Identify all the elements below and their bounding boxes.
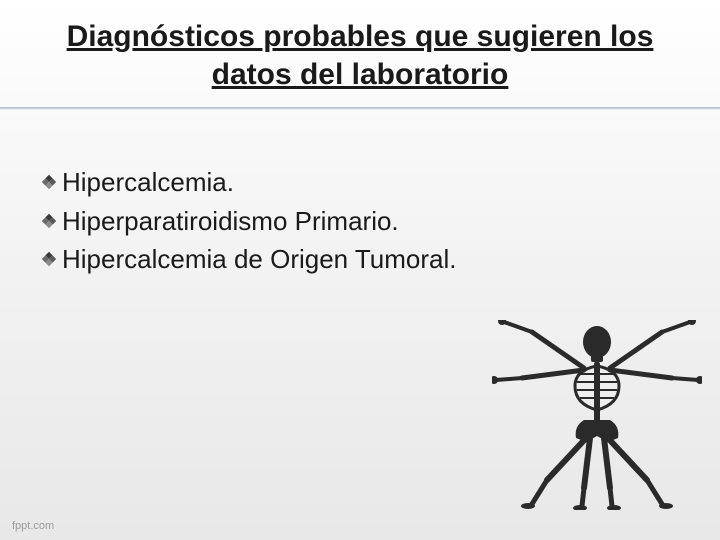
bullet-item: Hiperparatiroidismo Primario. — [40, 205, 680, 238]
bullet-text: Hiperparatiroidismo Primario. — [62, 205, 399, 238]
skeleton-icon — [492, 320, 702, 510]
title-area: Diagnósticos probables que sugieren los … — [0, 0, 720, 93]
bullet-text: Hipercalcemia. — [62, 166, 234, 199]
bullet-item: Hipercalcemia de Origen Tumoral. — [40, 243, 680, 276]
content-area: Hipercalcemia. Hiperparatiroidismo Prima… — [0, 110, 720, 276]
footer-attribution: fppt.com — [12, 520, 54, 532]
bullet-item: Hipercalcemia. — [40, 166, 680, 199]
diamond-bullet-icon — [40, 173, 58, 191]
bullet-text: Hipercalcemia de Origen Tumoral. — [62, 243, 457, 276]
diamond-bullet-icon — [40, 212, 58, 230]
slide-title: Diagnósticos probables que sugieren los … — [40, 18, 680, 93]
diamond-bullet-icon — [40, 250, 58, 268]
